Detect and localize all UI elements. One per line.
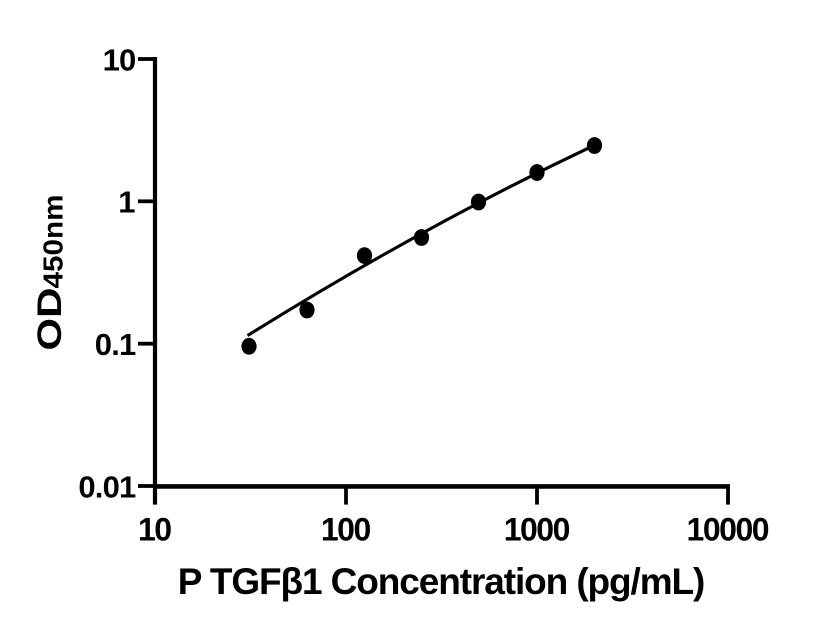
svg-text:1: 1	[118, 185, 135, 220]
svg-text:0.01: 0.01	[78, 469, 136, 504]
svg-text:1000: 1000	[504, 512, 570, 548]
svg-text:0.1: 0.1	[95, 327, 136, 362]
svg-text:10: 10	[103, 42, 136, 77]
svg-text:450nm: 450nm	[37, 195, 68, 289]
svg-text:10: 10	[138, 512, 171, 548]
svg-text:100: 100	[321, 512, 371, 548]
svg-text:10000: 10000	[687, 512, 769, 548]
svg-text:P TGFβ1 Concentration (pg/mL): P TGFβ1 Concentration (pg/mL)	[178, 561, 705, 602]
svg-text:OD: OD	[31, 288, 69, 351]
